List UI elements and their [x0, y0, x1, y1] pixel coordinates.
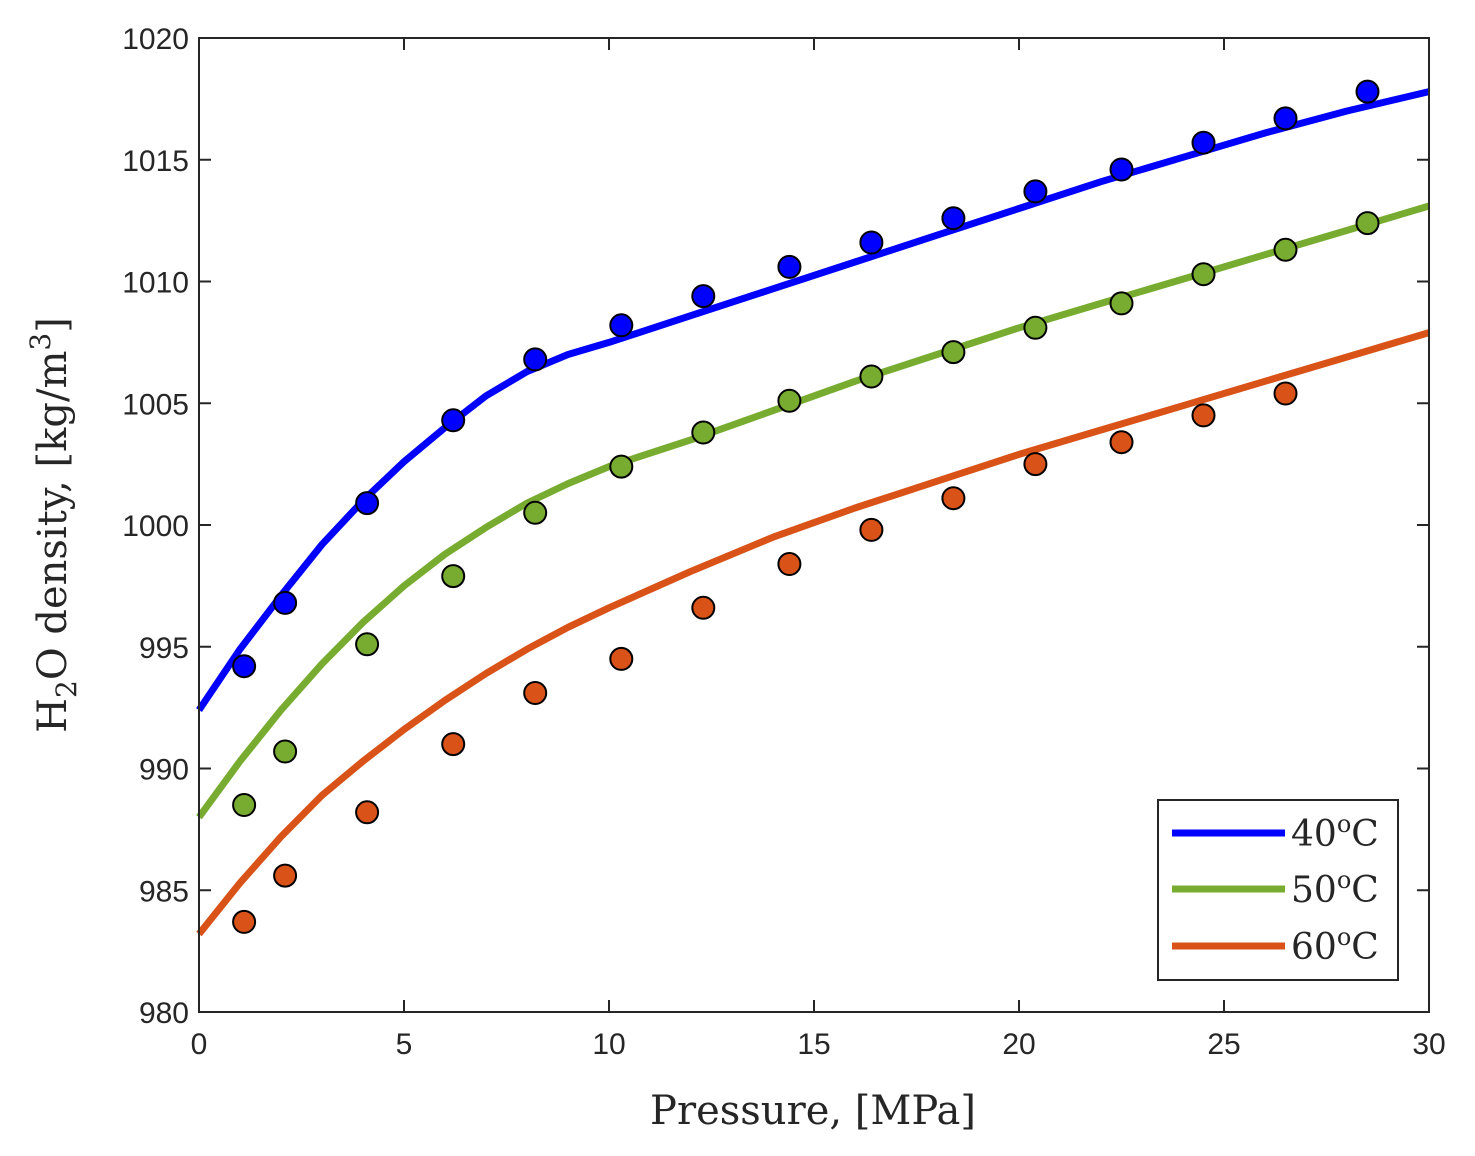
model-line-40 — [196, 88, 1430, 713]
y-tick-label: 995 — [139, 632, 189, 665]
legend: 40oC 50oC 60oC — [1157, 799, 1399, 981]
legend-label-60-unit: C — [1351, 927, 1379, 968]
legend-label-50-degree: o — [1337, 866, 1351, 894]
y-axis-title-end: ] — [30, 317, 76, 333]
measured-point-50 — [1109, 291, 1134, 316]
measured-point-50 — [859, 364, 884, 389]
measured-point-50 — [273, 739, 298, 764]
measured-point-40 — [523, 347, 548, 372]
measured-point-50 — [523, 500, 548, 525]
series-layer — [196, 79, 1430, 937]
measured-point-40 — [1191, 130, 1216, 155]
measured-point-60 — [1109, 430, 1134, 455]
y-axis-title-superscript: 3 — [24, 333, 57, 351]
y-axis-title-rest: O density, [kg/m — [30, 351, 76, 681]
x-tick-label: 5 — [396, 1028, 413, 1061]
measured-point-40 — [1023, 179, 1048, 204]
measured-point-60 — [232, 909, 257, 934]
legend-entry-60: 60oC — [1172, 923, 1379, 968]
y-tick-label: 1005 — [122, 388, 189, 421]
measured-point-50 — [355, 632, 380, 657]
measured-point-40 — [355, 491, 380, 516]
measured-point-60 — [609, 646, 634, 671]
y-tick-label: 985 — [139, 875, 189, 908]
measured-point-40 — [777, 254, 802, 279]
y-axis-title-subscript: 2 — [50, 680, 83, 698]
measured-point-50 — [1191, 262, 1216, 287]
measured-point-40 — [232, 654, 257, 679]
measured-point-40 — [609, 313, 634, 338]
measured-point-50 — [1023, 315, 1048, 340]
y-axis-title-main: H — [30, 698, 76, 733]
measured-point-50 — [1273, 237, 1298, 262]
y-tick-label: 1010 — [122, 267, 189, 300]
x-tick-label: 10 — [592, 1028, 625, 1061]
measured-point-50 — [941, 340, 966, 365]
measured-point-40 — [273, 590, 298, 615]
measured-point-50 — [777, 388, 802, 413]
measured-point-60 — [1023, 452, 1048, 477]
measured-point-60 — [777, 552, 802, 576]
measured-point-40 — [859, 230, 884, 255]
measured-point-60 — [1191, 403, 1216, 428]
measured-point-60 — [273, 863, 298, 888]
measured-point-50 — [609, 454, 634, 479]
legend-label-60: 60oC — [1291, 923, 1379, 968]
legend-label-60-degree: o — [1337, 923, 1351, 951]
measured-point-50 — [691, 420, 716, 445]
x-tick-label: 0 — [191, 1028, 208, 1061]
legend-label-60-value: 60 — [1291, 927, 1337, 968]
measured-point-60 — [1273, 381, 1298, 406]
measured-point-40 — [441, 408, 466, 433]
model-line-50 — [196, 202, 1430, 820]
y-tick-label: 1000 — [122, 510, 189, 543]
y-tick-label: 1020 — [122, 23, 189, 56]
x-tick-label: 15 — [797, 1028, 830, 1061]
legend-label-40-value: 40 — [1291, 814, 1337, 855]
legend-entry-50: 50oC — [1172, 866, 1379, 911]
measured-point-40 — [691, 284, 716, 309]
measured-point-40 — [1273, 106, 1298, 131]
measured-point-40 — [1355, 79, 1380, 104]
legend-entry-40: 40oC — [1172, 810, 1379, 855]
measured-point-60 — [859, 517, 884, 542]
measured-point-40 — [941, 206, 966, 231]
legend-label-50: 50oC — [1291, 866, 1379, 911]
legend-label-40-unit: C — [1351, 814, 1379, 855]
y-tick-label: 1015 — [122, 145, 189, 178]
y-tick-label: 990 — [139, 754, 189, 787]
x-tick-label: 20 — [1002, 1028, 1035, 1061]
measured-point-50 — [441, 564, 466, 589]
model-line-60 — [196, 329, 1430, 937]
x-tick-label: 25 — [1207, 1028, 1240, 1061]
ticks-layer: 0 5 10 15 20 25 309809859909951000100510101015… — [122, 23, 1445, 1061]
measured-point-60 — [941, 486, 966, 511]
legend-label-40-degree: o — [1337, 810, 1351, 838]
measured-point-50 — [232, 793, 257, 817]
x-tick-label: 30 — [1412, 1028, 1445, 1061]
x-axis-title: Pressure, [MPa] — [650, 1088, 976, 1134]
measured-point-60 — [523, 681, 548, 705]
measured-point-40 — [1109, 157, 1134, 182]
y-axis-title: H2O density, [kg/m3] — [24, 317, 83, 733]
measured-point-60 — [691, 595, 716, 620]
legend-label-50-value: 50 — [1291, 870, 1337, 911]
measured-point-50 — [1355, 211, 1380, 236]
measured-point-60 — [355, 800, 380, 825]
measured-point-60 — [441, 732, 466, 757]
legend-label-50-unit: C — [1351, 870, 1379, 911]
legend-label-40: 40oC — [1291, 810, 1379, 855]
y-tick-label: 980 — [139, 997, 189, 1030]
